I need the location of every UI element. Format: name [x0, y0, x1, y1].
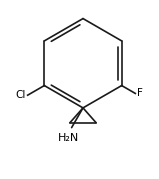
Text: H₂N: H₂N	[58, 133, 79, 143]
Text: Cl: Cl	[16, 90, 26, 100]
Text: F: F	[137, 88, 143, 98]
